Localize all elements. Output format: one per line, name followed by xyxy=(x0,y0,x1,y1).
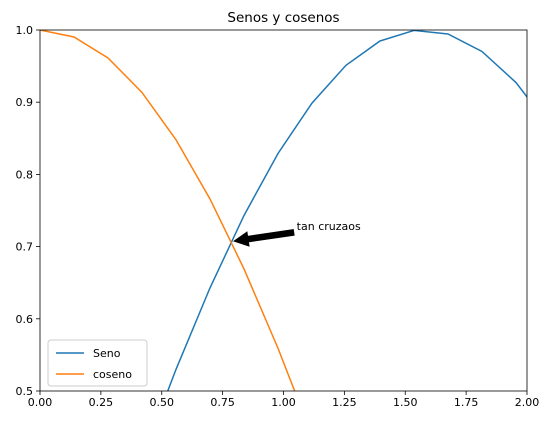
x-tick-label: 1.50 xyxy=(393,396,418,409)
x-tick-label: 0.25 xyxy=(89,396,114,409)
annotation-arrow xyxy=(233,229,295,247)
x-tick-label: 2.00 xyxy=(515,396,540,409)
x-tick-label: 1.75 xyxy=(454,396,479,409)
legend-label: Seno xyxy=(93,347,121,360)
x-tick-label: 1.00 xyxy=(271,396,296,409)
y-tick-label: 0.7 xyxy=(16,241,34,254)
x-tick-label: 0.75 xyxy=(210,396,235,409)
y-tick-label: 0.5 xyxy=(16,385,34,398)
x-tick-label: 0.00 xyxy=(28,396,53,409)
chart-title: Senos y cosenos xyxy=(227,10,339,26)
plot-area xyxy=(40,30,527,391)
y-tick-label: 0.6 xyxy=(16,313,34,326)
y-tick-label: 0.8 xyxy=(16,168,34,181)
y-tick-label: 0.9 xyxy=(16,96,34,109)
x-tick-label: 1.25 xyxy=(332,396,357,409)
series-line xyxy=(166,30,527,391)
y-tick-label: 1.0 xyxy=(16,24,34,37)
plot-frame xyxy=(39,29,528,392)
x-tick-label: 0.50 xyxy=(150,396,175,409)
series-line xyxy=(40,30,296,391)
legend-label: coseno xyxy=(93,368,132,381)
annotation-text: tan cruzaos xyxy=(297,220,361,233)
